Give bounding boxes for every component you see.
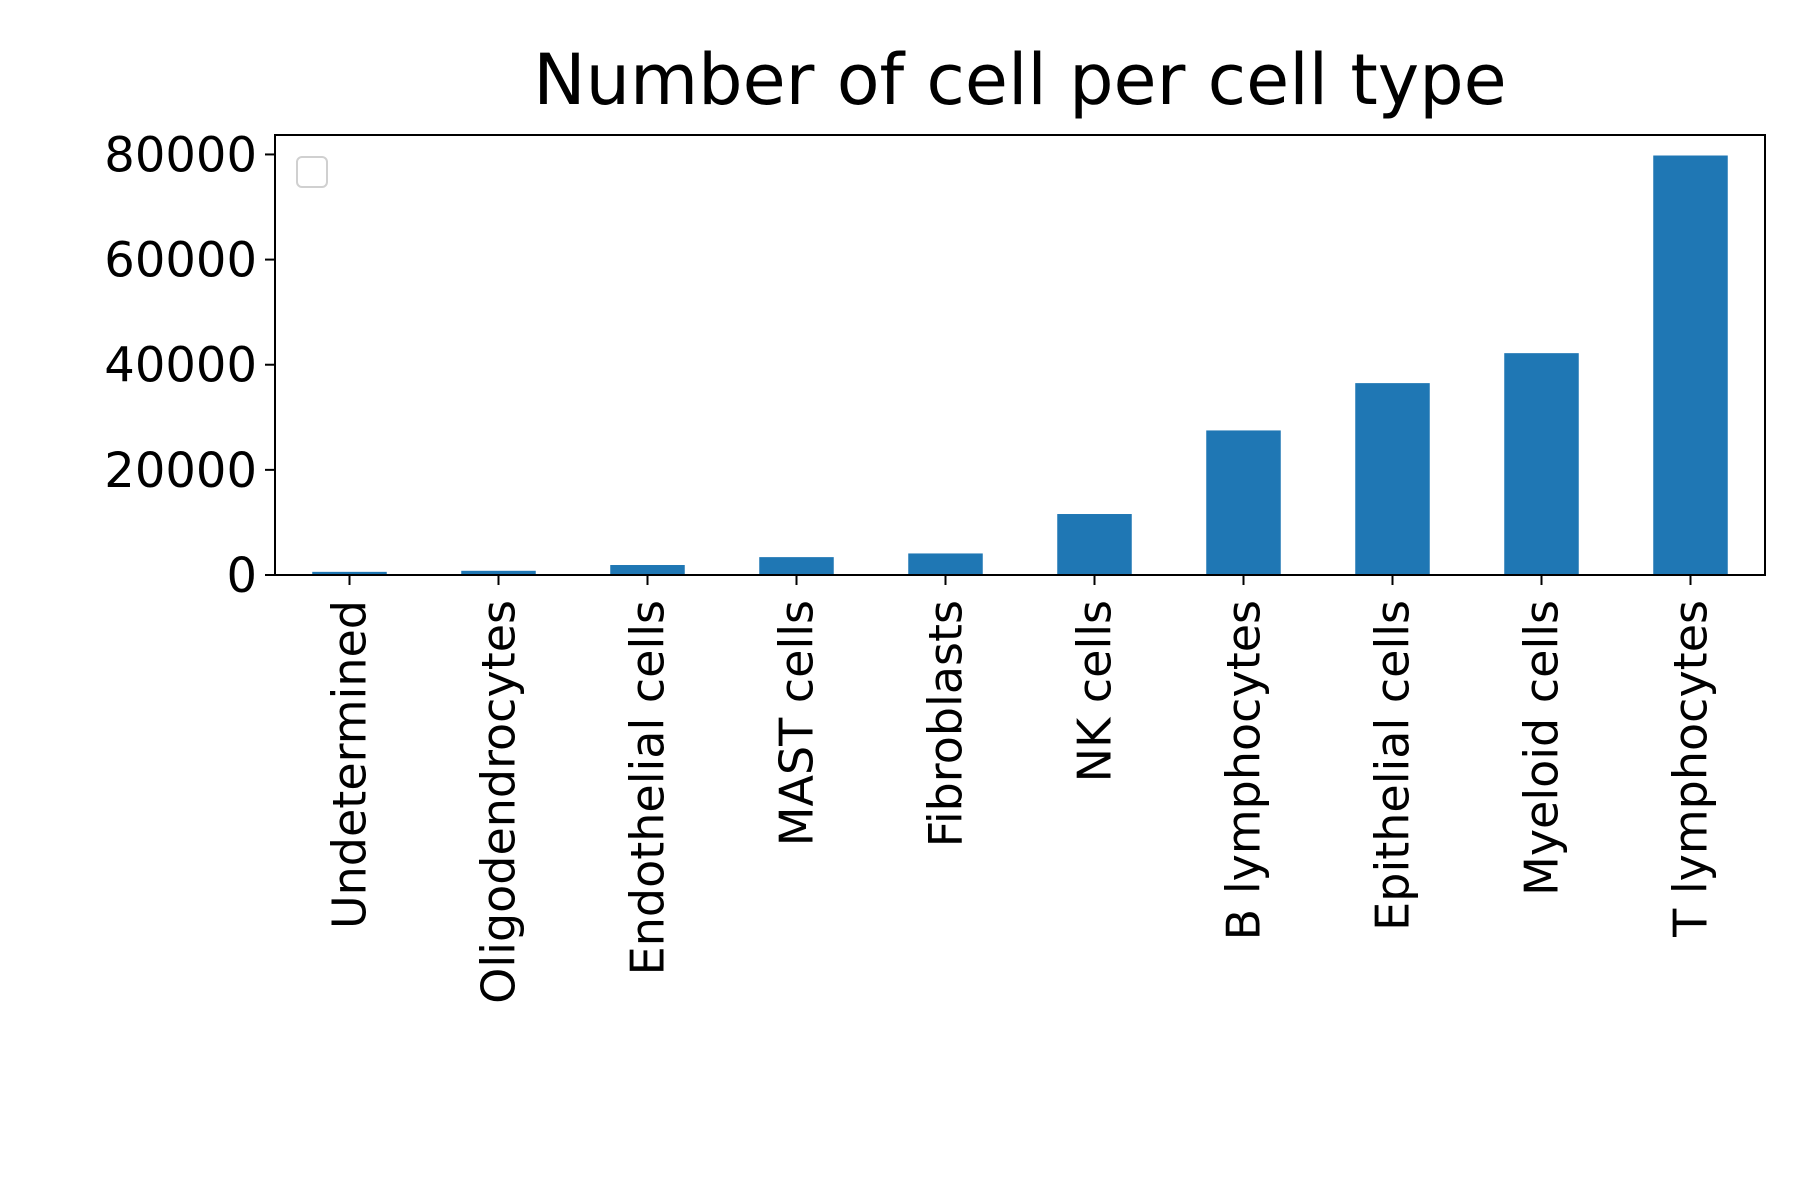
bar-undetermined	[312, 571, 387, 575]
legend-box	[296, 156, 328, 188]
x-tick-label: Epithelial cells	[1366, 600, 1420, 931]
x-tick-label: T lymphocytes	[1664, 600, 1718, 938]
bars-layer	[312, 155, 1728, 576]
bar-b-lymphocytes	[1206, 430, 1281, 575]
x-tick-label: MAST cells	[770, 600, 824, 846]
x-tick-label: Undetermined	[323, 600, 377, 929]
y-tick-label: 40000	[104, 338, 257, 394]
bar-t-lymphocytes	[1653, 155, 1728, 576]
ticks-layer: Undetermined Oligodendrocytes Endothelial …	[104, 127, 1717, 1003]
axes-layer	[274, 134, 1766, 576]
x-tick-label: Fibroblasts	[919, 600, 973, 847]
bar-nk-cells	[1057, 514, 1132, 575]
bar-endothelial-cells	[610, 565, 685, 575]
x-tick-label: Endothelial cells	[621, 600, 675, 975]
bar-mast-cells	[759, 557, 834, 575]
bar-fibroblasts	[908, 553, 983, 575]
bar-oligodendrocytes	[461, 570, 536, 575]
x-tick-label: NK cells	[1068, 600, 1122, 782]
bar-epithelial-cells	[1355, 383, 1430, 575]
plot-frame	[274, 134, 1766, 576]
x-tick-label: B lymphocytes	[1217, 600, 1271, 940]
chart-title: Number of cell per cell type	[533, 39, 1506, 121]
y-tick-label: 60000	[104, 233, 257, 289]
x-tick-label: Oligodendrocytes	[472, 600, 526, 1004]
y-tick-label: 20000	[104, 443, 257, 499]
y-tick-label: 80000	[104, 127, 257, 183]
bar-myeloid-cells	[1504, 353, 1579, 575]
x-tick-label: Myeloid cells	[1515, 600, 1569, 896]
y-tick-label: 0	[226, 548, 257, 604]
